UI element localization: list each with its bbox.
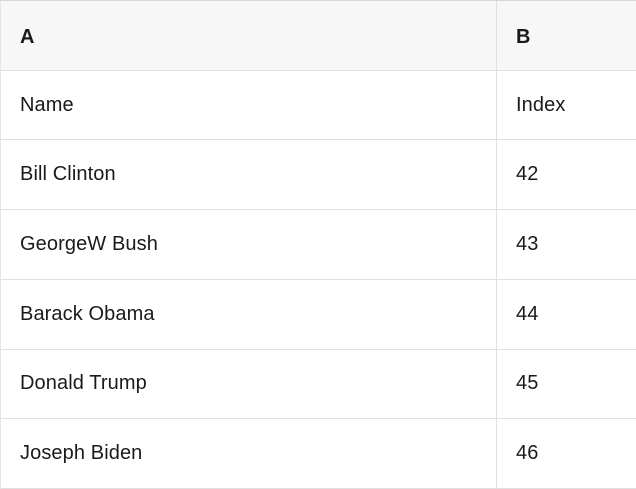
table-cell[interactable]: 46 [497, 419, 636, 489]
table-cell[interactable]: GeorgeW Bush [1, 210, 497, 280]
table-cell[interactable]: Index [497, 70, 636, 141]
table-cell[interactable]: Barack Obama [1, 279, 497, 350]
table-header-row: A B [1, 1, 636, 71]
column-header-a[interactable]: A [1, 1, 497, 71]
table-cell[interactable]: 44 [497, 279, 636, 350]
table-row: Bill Clinton 42 [1, 140, 636, 211]
table-cell[interactable]: Name [1, 70, 497, 141]
table-row: GeorgeW Bush 43 [1, 210, 636, 280]
table-body: Name Index Bill Clinton 42 GeorgeW Bush 43 Bar… [1, 70, 636, 489]
table-cell[interactable]: Bill Clinton [1, 140, 497, 211]
table-row: Barack Obama 44 [1, 279, 636, 350]
table-row: Joseph Biden 46 [1, 419, 636, 489]
table-cell[interactable]: 42 [497, 140, 636, 211]
table-cell[interactable]: Donald Trump [1, 349, 497, 420]
table-cell[interactable]: Joseph Biden [1, 419, 497, 489]
table-cell[interactable]: 43 [497, 210, 636, 280]
table-cell[interactable]: 45 [497, 349, 636, 420]
table-row: Donald Trump 45 [1, 349, 636, 420]
table-row: Name Index [1, 70, 636, 141]
column-header-b[interactable]: B [497, 1, 636, 71]
